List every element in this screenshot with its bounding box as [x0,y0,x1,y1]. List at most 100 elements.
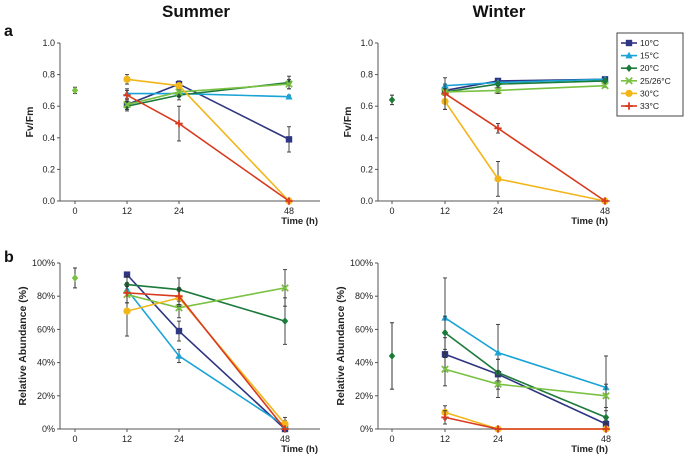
legend-marker [625,39,633,47]
series-33-c [123,89,293,205]
y-tick-label: 1.0 [360,38,373,48]
y-tick-label: 0.6 [360,101,373,111]
data-point [281,284,289,292]
data-point [601,81,609,90]
data-point [441,413,449,422]
series-line [444,317,607,389]
legend-label: 33°C [640,101,659,111]
y-tick-label: 60% [37,324,55,334]
y-tick-label: 80% [355,291,373,301]
initial-point [388,352,396,360]
y-tick-label: 40% [37,358,55,368]
series-33-c [441,410,610,433]
y-tick-label: 0.0 [42,196,55,206]
data-point [175,119,183,128]
x-tick-label: 48 [600,206,610,216]
y-axis-title: Fv/Fm [342,107,354,138]
y-axis-title: Relative Abundance (%) [17,286,29,405]
legend-marker [625,76,633,85]
y-tick-label: 0.6 [42,101,55,111]
legend-item-33-c: 33°C [621,101,659,111]
series-10-c [123,271,289,433]
data-point [285,92,293,100]
series-10-c [441,337,610,428]
x-tick-label: 0 [72,434,77,444]
series-20-c [123,275,289,345]
data-point [281,425,289,433]
y-tick-label: 0.4 [42,133,55,143]
x-tick-label: 24 [174,434,184,444]
data-point [175,303,183,312]
legend-marker [625,102,633,110]
data-point [175,82,183,90]
series-33-c [123,282,289,433]
data-point [494,380,502,389]
x-axis-title: Time (h) [571,216,608,227]
data-point [602,413,610,422]
legend-marker [625,64,633,72]
x-axis-title: Time (h) [281,216,318,227]
data-point [441,89,449,98]
x-tick-label: 0 [389,434,394,444]
data-point [601,197,609,205]
series-25-26-c [441,352,610,408]
series-30-c [441,93,609,205]
data-point [123,307,131,315]
y-tick-label: 80% [37,291,55,301]
data-point [602,425,610,433]
y-tick-label: 40% [355,358,373,368]
y-tick-label: 60% [355,324,373,334]
x-axis-title: Time (h) [281,444,318,455]
data-point [285,80,293,88]
legend: 10°C 15°C 20°C 25/26°C 30°C 33°C [616,32,684,117]
y-tick-label: 20% [355,391,373,401]
data-point [123,75,131,83]
y-axis-title: Relative Abundance (%) [335,286,347,405]
data-point [494,175,502,183]
x-tick-label: 24 [174,206,184,216]
panel-label-b: b [4,249,14,266]
y-tick-label: 0.8 [360,70,373,80]
x-tick-label: 12 [122,434,132,444]
data-point [494,86,502,95]
x-tick-label: 48 [284,206,294,216]
data-point [175,327,183,335]
data-point [123,91,131,99]
legend-item-10-c: 10°C [621,38,659,48]
y-tick-label: 0% [42,424,55,434]
data-point [441,365,449,374]
y-tick-label: 1.0 [42,38,55,48]
series-15-c [123,285,289,430]
y-tick-label: 0% [360,424,373,434]
x-tick-label: 12 [122,206,132,216]
data-point [175,292,183,300]
x-tick-label: 12 [440,434,450,444]
data-point [123,271,131,278]
legend-label: 10°C [640,38,659,48]
y-tick-label: 100% [32,258,55,268]
series-line [444,411,606,430]
series-30-c [123,285,289,430]
data-point [123,100,131,109]
series-line [444,332,607,419]
x-tick-label: 24 [493,434,503,444]
y-tick-label: 0.8 [42,70,55,80]
legend-item-30-c: 30°C [621,88,659,98]
y-tick-label: 0.0 [360,196,373,206]
data-point [285,197,293,205]
y-tick-label: 0.2 [360,164,373,174]
series-line [126,289,286,427]
x-axis-title: Time (h) [571,444,608,455]
initial-point [71,274,79,282]
data-point [494,348,502,356]
x-tick-label: 0 [389,206,394,216]
x-tick-label: 24 [493,206,503,216]
legend-item-15-c: 15°C [621,51,659,61]
legend-box [616,32,684,117]
data-point [175,88,183,96]
series-line [126,78,290,202]
